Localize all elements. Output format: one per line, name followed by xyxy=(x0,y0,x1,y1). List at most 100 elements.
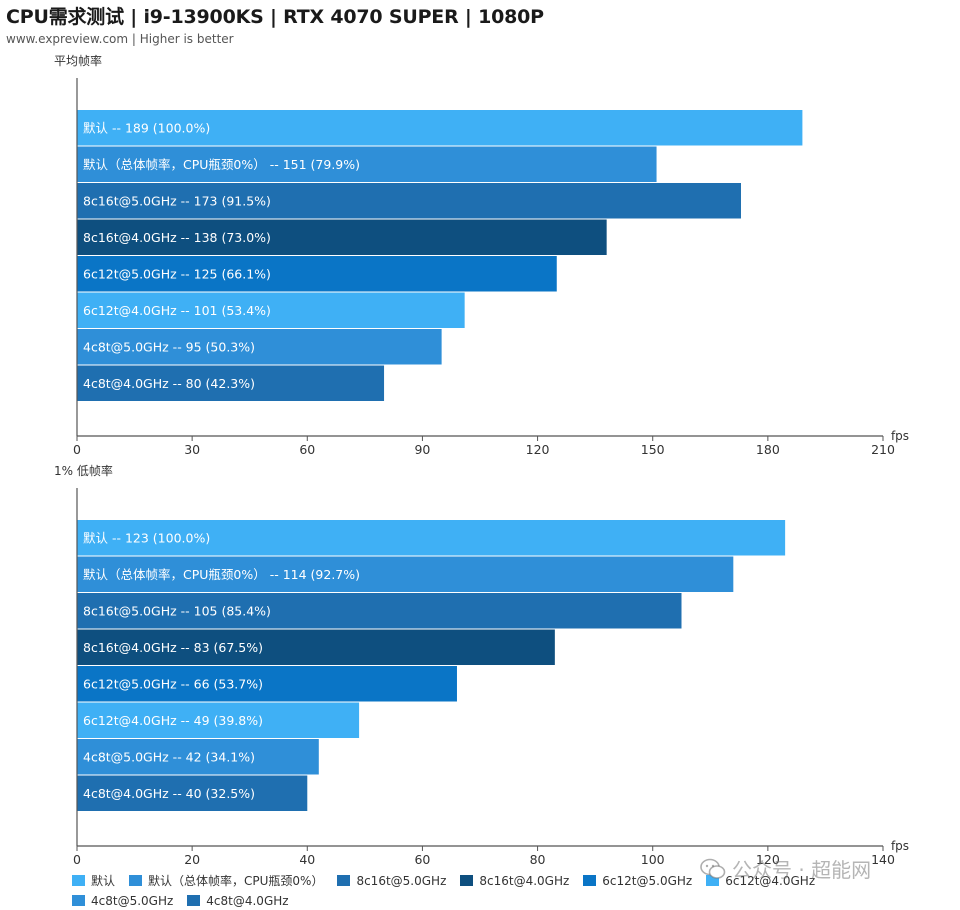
bar xyxy=(77,256,557,292)
bar xyxy=(77,702,360,738)
legend-label: 6c12t@5.0GHz xyxy=(602,873,693,888)
bar-label: 6c12t@5.0GHz -- 125 (66.1%) xyxy=(83,266,271,281)
chart-header: CPU需求测试 | i9-13900KS | RTX 4070 SUPER | … xyxy=(6,0,544,46)
legend-swatch xyxy=(72,895,85,906)
legend-swatch xyxy=(72,875,85,886)
bar-label: 6c12t@4.0GHz -- 101 (53.4%) xyxy=(83,303,271,318)
x-tick-label: 60 xyxy=(299,442,315,457)
legend-item[interactable]: 8c16t@4.0GHz xyxy=(460,872,569,889)
bar xyxy=(77,146,657,182)
bar xyxy=(77,329,442,365)
legend-item[interactable]: 4c8t@4.0GHz xyxy=(187,892,289,909)
bar-group: 默认 -- 123 (100.0%) xyxy=(77,520,786,556)
legend-label: 8c16t@4.0GHz xyxy=(479,873,570,888)
legend-item[interactable]: 默认（总体帧率，CPU瓶颈0%） xyxy=(129,872,323,889)
bar-group: 8c16t@5.0GHz -- 105 (85.4%) xyxy=(77,593,682,629)
bar xyxy=(77,666,457,702)
x-axis-unit: fps xyxy=(891,839,909,853)
x-tick-label: 20 xyxy=(184,852,200,867)
bar xyxy=(77,183,741,219)
legend-swatch xyxy=(583,875,597,886)
legend-item[interactable]: 默认 xyxy=(72,872,115,889)
x-tick-label: 180 xyxy=(756,442,780,457)
bar xyxy=(77,739,319,775)
x-tick-label: 0 xyxy=(73,442,81,457)
x-tick-label: 140 xyxy=(871,852,895,867)
bar-label: 默认（总体帧率，CPU瓶颈0%） -- 114 (92.7%) xyxy=(83,567,360,582)
x-tick-label: 0 xyxy=(73,852,81,867)
bar-group: 8c16t@5.0GHz -- 173 (91.5%) xyxy=(77,183,741,219)
x-tick-label: 90 xyxy=(414,442,430,457)
bar xyxy=(77,775,308,811)
bar-label: 8c16t@5.0GHz -- 105 (85.4%) xyxy=(83,603,271,618)
bar-group: 6c12t@4.0GHz -- 49 (39.8%) xyxy=(77,702,360,738)
legend-item[interactable]: 4c8t@5.0GHz xyxy=(72,892,173,909)
y-axis-label: 1% 低帧率 xyxy=(54,463,113,478)
bar xyxy=(77,110,803,146)
legend-label: 6c12t@4.0GHz xyxy=(725,873,816,888)
bar xyxy=(77,629,555,665)
x-tick-label: 120 xyxy=(526,442,550,457)
legend-label: 默认 xyxy=(91,874,116,888)
legend-label: 默认（总体帧率，CPU瓶颈0%） xyxy=(148,874,324,888)
x-tick-label: 40 xyxy=(299,852,315,867)
bar xyxy=(77,556,734,592)
watermark-text: 公众号 · 超能网 xyxy=(732,858,872,882)
legend-swatch xyxy=(129,875,143,886)
legend-item[interactable]: 8c16t@5.0GHz xyxy=(337,872,446,889)
bar-group: 4c8t@5.0GHz -- 42 (34.1%) xyxy=(77,739,319,775)
bar xyxy=(77,219,607,255)
bar-group: 4c8t@4.0GHz -- 80 (42.3%) xyxy=(77,365,385,401)
bar xyxy=(77,365,385,401)
bar-label: 默认（总体帧率，CPU瓶颈0%） -- 151 (79.9%) xyxy=(83,157,360,172)
legend-swatch xyxy=(337,875,351,886)
legend-swatch xyxy=(706,875,720,886)
chart-legend: 默认 默认（总体帧率，CPU瓶颈0%） 8c16t@5.0GHz 8c16t@4.0G… xyxy=(72,872,922,909)
x-axis-unit: fps xyxy=(891,429,909,443)
chart-title: CPU需求测试 | i9-13900KS | RTX 4070 SUPER | … xyxy=(6,6,544,28)
bar-label: 6c12t@4.0GHz -- 49 (39.8%) xyxy=(83,713,263,728)
wechat-icon xyxy=(700,858,726,879)
y-axis-label: 平均帧率 xyxy=(54,53,102,68)
bar-group: 6c12t@4.0GHz -- 101 (53.4%) xyxy=(77,292,465,328)
bar-group: 4c8t@4.0GHz -- 40 (32.5%) xyxy=(77,775,308,811)
x-tick-label: 80 xyxy=(530,852,546,867)
bar xyxy=(77,593,682,629)
chart-subtitle: www.expreview.com | Higher is better xyxy=(6,32,234,46)
legend-swatch xyxy=(187,895,201,906)
x-tick-label: 210 xyxy=(871,442,895,457)
watermark: 公众号 · 超能网 xyxy=(700,854,871,883)
bar-group: 默认 -- 189 (100.0%) xyxy=(77,110,803,146)
bar-label: 6c12t@5.0GHz -- 66 (53.7%) xyxy=(83,676,263,691)
bar xyxy=(77,292,465,328)
bar-group: 4c8t@5.0GHz -- 95 (50.3%) xyxy=(77,329,442,365)
legend-label: 4c8t@4.0GHz xyxy=(206,893,289,908)
x-tick-label: 30 xyxy=(184,442,200,457)
legend-item[interactable]: 6c12t@4.0GHz xyxy=(706,872,815,889)
bar-group: 默认（总体帧率，CPU瓶颈0%） -- 151 (79.9%) xyxy=(77,146,657,182)
bar-label: 8c16t@5.0GHz -- 173 (91.5%) xyxy=(83,193,271,208)
legend-label: 8c16t@5.0GHz xyxy=(356,873,447,888)
bar-label: 4c8t@4.0GHz -- 80 (42.3%) xyxy=(83,376,255,391)
bar-label: 默认 -- 123 (100.0%) xyxy=(83,530,210,545)
x-tick-label: 60 xyxy=(414,852,430,867)
bar xyxy=(77,520,786,556)
bar-label: 4c8t@5.0GHz -- 42 (34.1%) xyxy=(83,749,255,764)
legend-swatch xyxy=(460,875,474,886)
bar-label: 4c8t@4.0GHz -- 40 (32.5%) xyxy=(83,786,255,801)
bar-label: 4c8t@5.0GHz -- 95 (50.3%) xyxy=(83,339,255,354)
bar-label: 8c16t@4.0GHz -- 83 (67.5%) xyxy=(83,640,263,655)
legend-label: 4c8t@5.0GHz xyxy=(91,893,174,908)
bar-group: 8c16t@4.0GHz -- 138 (73.0%) xyxy=(77,219,607,255)
x-tick-label: 150 xyxy=(641,442,665,457)
legend-item[interactable]: 6c12t@5.0GHz xyxy=(583,872,692,889)
bar-label: 默认 -- 189 (100.0%) xyxy=(83,120,210,135)
bar-group: 6c12t@5.0GHz -- 66 (53.7%) xyxy=(77,666,457,702)
bar-group: 8c16t@4.0GHz -- 83 (67.5%) xyxy=(77,629,555,665)
bar-group: 默认（总体帧率，CPU瓶颈0%） -- 114 (92.7%) xyxy=(77,556,734,592)
x-tick-label: 100 xyxy=(641,852,665,867)
bar-label: 8c16t@4.0GHz -- 138 (73.0%) xyxy=(83,230,271,245)
x-tick-label: 120 xyxy=(756,852,780,867)
